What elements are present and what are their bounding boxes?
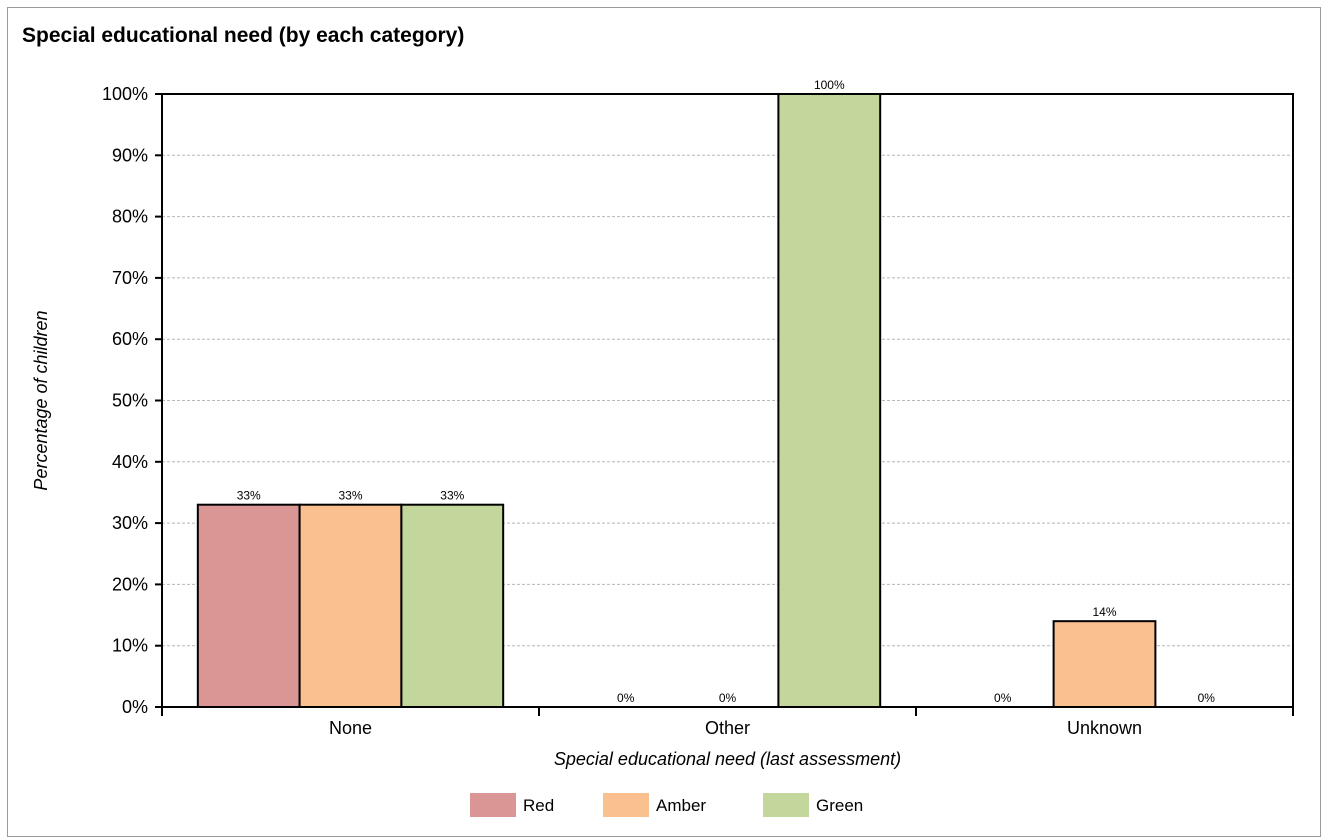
y-tick-label: 60% <box>112 329 148 349</box>
legend-label-amber: Amber <box>656 796 706 815</box>
data-label: 33% <box>440 489 464 503</box>
y-axis-title: Percentage of children <box>31 310 51 490</box>
y-tick-label: 90% <box>112 145 148 165</box>
y-tick-label: 10% <box>112 636 148 656</box>
data-label: 33% <box>338 489 362 503</box>
data-labels: 33% 33% 33% 0% 0% 100% 0% 14% 0% <box>237 78 1216 705</box>
chart-title: Special educational need (by each catego… <box>22 24 465 47</box>
y-tick-label: 0% <box>122 697 148 717</box>
y-tick-label: 20% <box>112 574 148 594</box>
x-axis-title: Special educational need (last assessmen… <box>554 749 901 769</box>
legend-label-green: Green <box>816 796 863 815</box>
data-label: 0% <box>617 691 635 705</box>
x-tick-label: None <box>329 718 372 738</box>
x-axis-ticks: None Other Unknown <box>161 707 1294 738</box>
bar-amber <box>298 503 403 708</box>
bar-green <box>400 503 505 708</box>
y-tick-label: 100% <box>102 84 148 104</box>
data-label: 0% <box>719 691 737 705</box>
legend-swatch-red <box>470 793 516 817</box>
y-tick-label: 40% <box>112 452 148 472</box>
y-tick-label: 50% <box>112 391 148 411</box>
legend-label-red: Red <box>523 796 554 815</box>
y-tick-label: 70% <box>112 268 148 288</box>
y-axis-ticks: 0% 10% 20% 30% 40% 50% 60% 70% 80% 90% 100% <box>102 84 162 717</box>
bar-amber <box>1052 620 1157 708</box>
data-label: 14% <box>1092 605 1116 619</box>
legend: Red Amber Green <box>470 793 863 817</box>
y-tick-label: 30% <box>112 513 148 533</box>
x-tick-label: Unknown <box>1067 718 1142 738</box>
bar-green <box>777 93 882 708</box>
legend-swatch-green <box>763 793 809 817</box>
bar-red <box>196 503 301 708</box>
x-tick-label: Other <box>705 718 750 738</box>
data-label: 0% <box>1198 691 1216 705</box>
legend-swatch-amber <box>603 793 649 817</box>
data-label: 33% <box>237 489 261 503</box>
bars <box>196 93 1157 708</box>
data-label: 0% <box>994 691 1012 705</box>
data-label: 100% <box>814 78 845 92</box>
y-tick-label: 80% <box>112 207 148 227</box>
